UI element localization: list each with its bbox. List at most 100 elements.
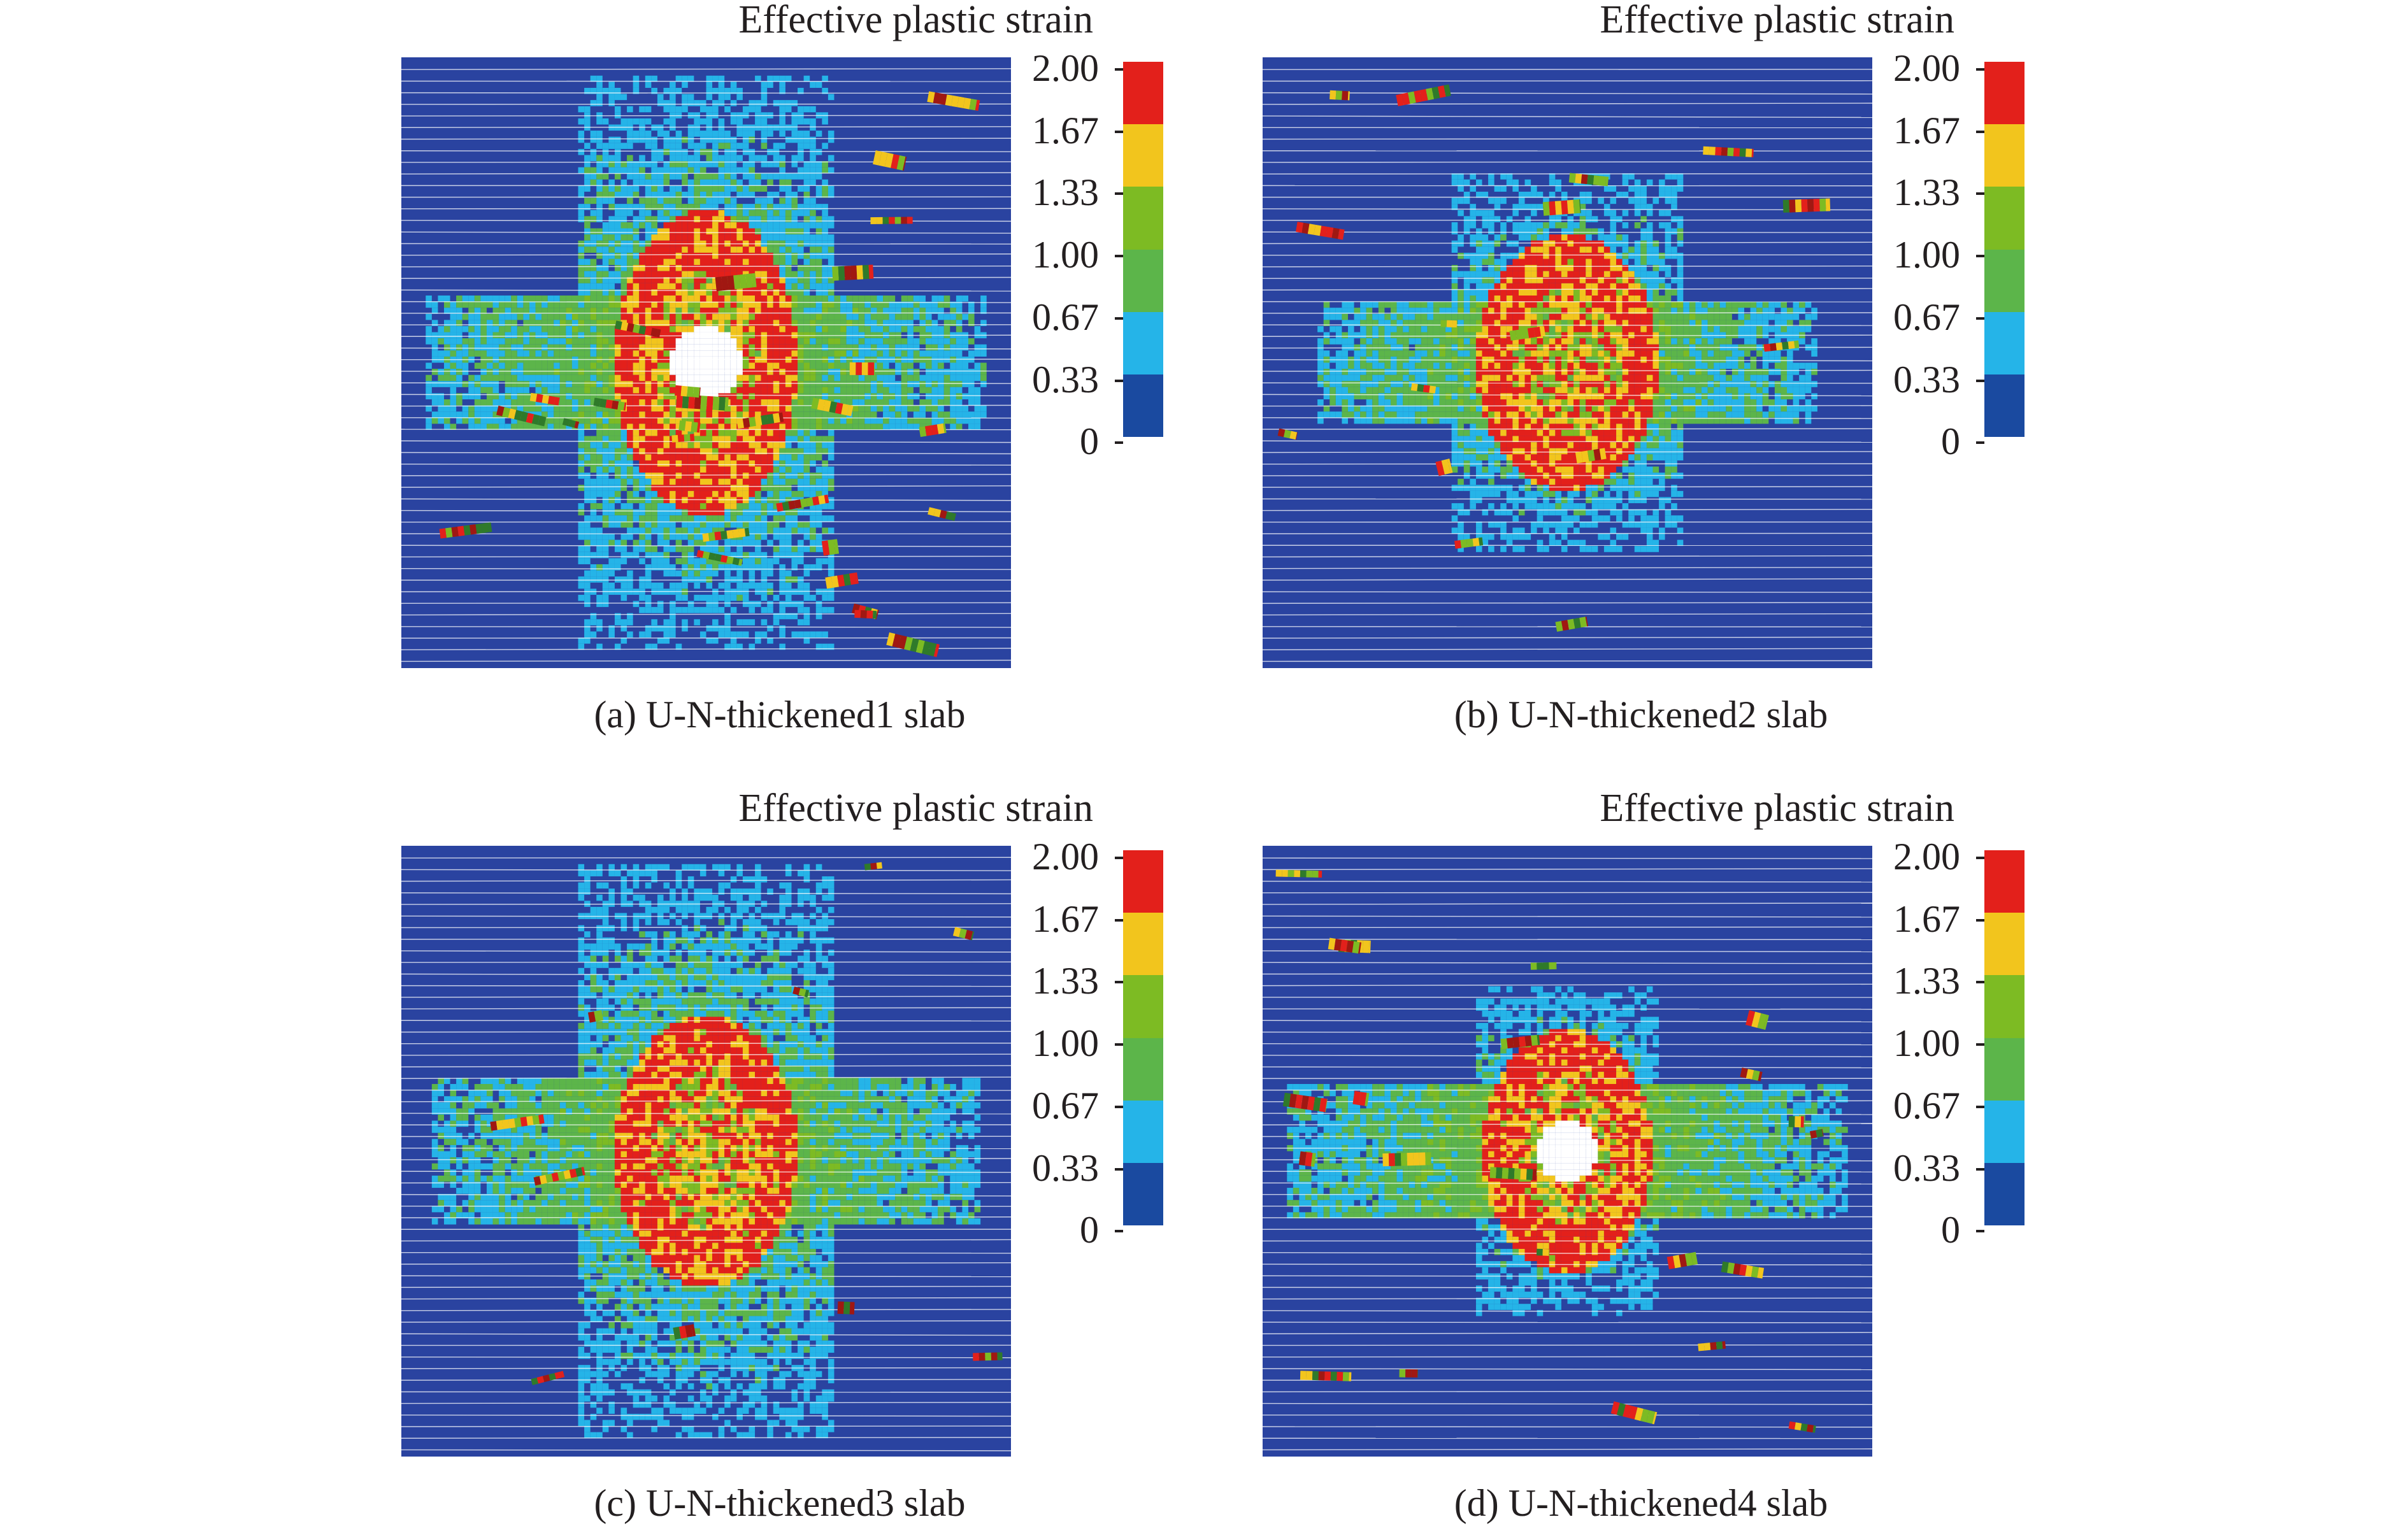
strain-cell xyxy=(1555,185,1561,192)
strain-cell xyxy=(785,436,792,443)
strain-cell xyxy=(621,473,627,479)
strain-cell xyxy=(657,406,664,412)
strain-cell xyxy=(791,418,798,424)
strain-cell xyxy=(1573,302,1580,308)
strain-cell xyxy=(712,625,719,632)
strain-cell xyxy=(749,155,755,161)
strain-cell xyxy=(700,442,706,448)
strain-cell xyxy=(676,149,682,155)
strain-cell xyxy=(432,369,438,375)
strain-cell xyxy=(712,234,719,241)
strain-cell xyxy=(627,131,633,137)
strain-cell xyxy=(779,375,785,381)
strain-cell xyxy=(736,180,743,186)
strain-cell xyxy=(810,149,816,155)
strain-cell xyxy=(731,436,737,443)
strain-cell xyxy=(578,595,585,601)
strain-cell xyxy=(755,479,761,485)
strain-cell xyxy=(779,124,785,131)
strain-cell xyxy=(621,168,627,174)
strain-cell xyxy=(438,375,444,381)
strain-cell xyxy=(591,576,597,583)
strain-cell xyxy=(1525,180,1531,186)
strain-cell xyxy=(633,350,640,357)
strain-cell xyxy=(749,583,755,589)
strain-cell xyxy=(1573,265,1580,271)
strain-cell xyxy=(651,546,657,552)
strain-cell xyxy=(639,180,645,186)
strain-cell xyxy=(651,222,657,229)
strain-cell xyxy=(615,94,621,101)
strain-cell xyxy=(1464,296,1470,302)
strain-cell xyxy=(596,625,603,632)
strain-cell xyxy=(633,82,640,88)
strain-cell xyxy=(755,229,761,235)
strain-cell xyxy=(596,350,603,357)
strain-cell xyxy=(1665,289,1672,296)
strain-cell xyxy=(956,350,963,357)
strain-cell xyxy=(1623,234,1629,241)
strain-cell xyxy=(706,216,713,222)
strain-cell xyxy=(822,326,828,332)
strain-cell xyxy=(670,155,676,161)
strain-cell xyxy=(712,131,719,137)
strain-cell xyxy=(1537,253,1544,259)
strain-cell xyxy=(664,375,670,381)
strain-cell xyxy=(627,583,633,589)
strain-cell xyxy=(700,510,706,516)
strain-cell xyxy=(572,332,578,339)
strain-cell xyxy=(657,399,664,406)
strain-cell xyxy=(944,296,950,302)
strain-cell xyxy=(816,149,822,155)
strain-cell xyxy=(596,595,603,601)
strain-cell xyxy=(541,375,548,381)
strain-cell xyxy=(719,94,725,101)
strain-cell xyxy=(1482,296,1489,302)
strain-cell xyxy=(1573,283,1580,290)
strain-cell xyxy=(859,387,865,394)
strain-cell xyxy=(767,204,773,210)
strain-cell xyxy=(798,411,804,418)
strain-cell xyxy=(968,424,975,430)
strain-cell xyxy=(932,350,938,357)
strain-cell xyxy=(1568,241,1574,247)
strain-cell xyxy=(1482,283,1489,290)
strain-cell xyxy=(1555,180,1561,186)
strain-cell xyxy=(1519,302,1525,308)
strain-cell xyxy=(761,631,768,638)
strain-cell xyxy=(1665,271,1672,278)
strain-cell xyxy=(1677,180,1684,186)
strain-cell xyxy=(883,375,889,381)
strain-cell xyxy=(1470,210,1476,217)
strain-cell xyxy=(651,387,657,394)
strain-cell xyxy=(670,571,676,577)
strain-cell xyxy=(1525,229,1531,235)
strain-cell xyxy=(761,558,768,564)
strain-cell xyxy=(1555,234,1561,241)
strain-cell xyxy=(682,522,688,528)
strain-cell xyxy=(1580,222,1586,229)
strain-cell xyxy=(804,442,810,448)
strain-cell xyxy=(596,216,603,222)
strain-cell xyxy=(694,210,700,217)
strain-cell xyxy=(950,387,956,394)
strain-cell xyxy=(743,515,749,522)
strain-cell xyxy=(615,479,621,485)
strain-cell xyxy=(773,246,780,253)
strain-cell xyxy=(1555,289,1561,296)
strain-cell xyxy=(560,296,566,302)
strain-cell xyxy=(956,326,963,332)
strain-cell xyxy=(877,345,883,351)
strain-cell xyxy=(444,326,450,332)
strain-cell xyxy=(456,345,462,351)
strain-cell xyxy=(517,375,524,381)
strain-cell xyxy=(670,198,676,204)
strain-cell xyxy=(804,479,810,485)
strain-cell xyxy=(798,168,804,174)
strain-cell xyxy=(1677,296,1684,302)
strain-cell xyxy=(1586,259,1592,265)
strain-cell xyxy=(487,302,493,308)
strain-cell xyxy=(676,515,682,522)
strain-cell xyxy=(791,283,798,290)
strain-cell xyxy=(688,497,694,503)
